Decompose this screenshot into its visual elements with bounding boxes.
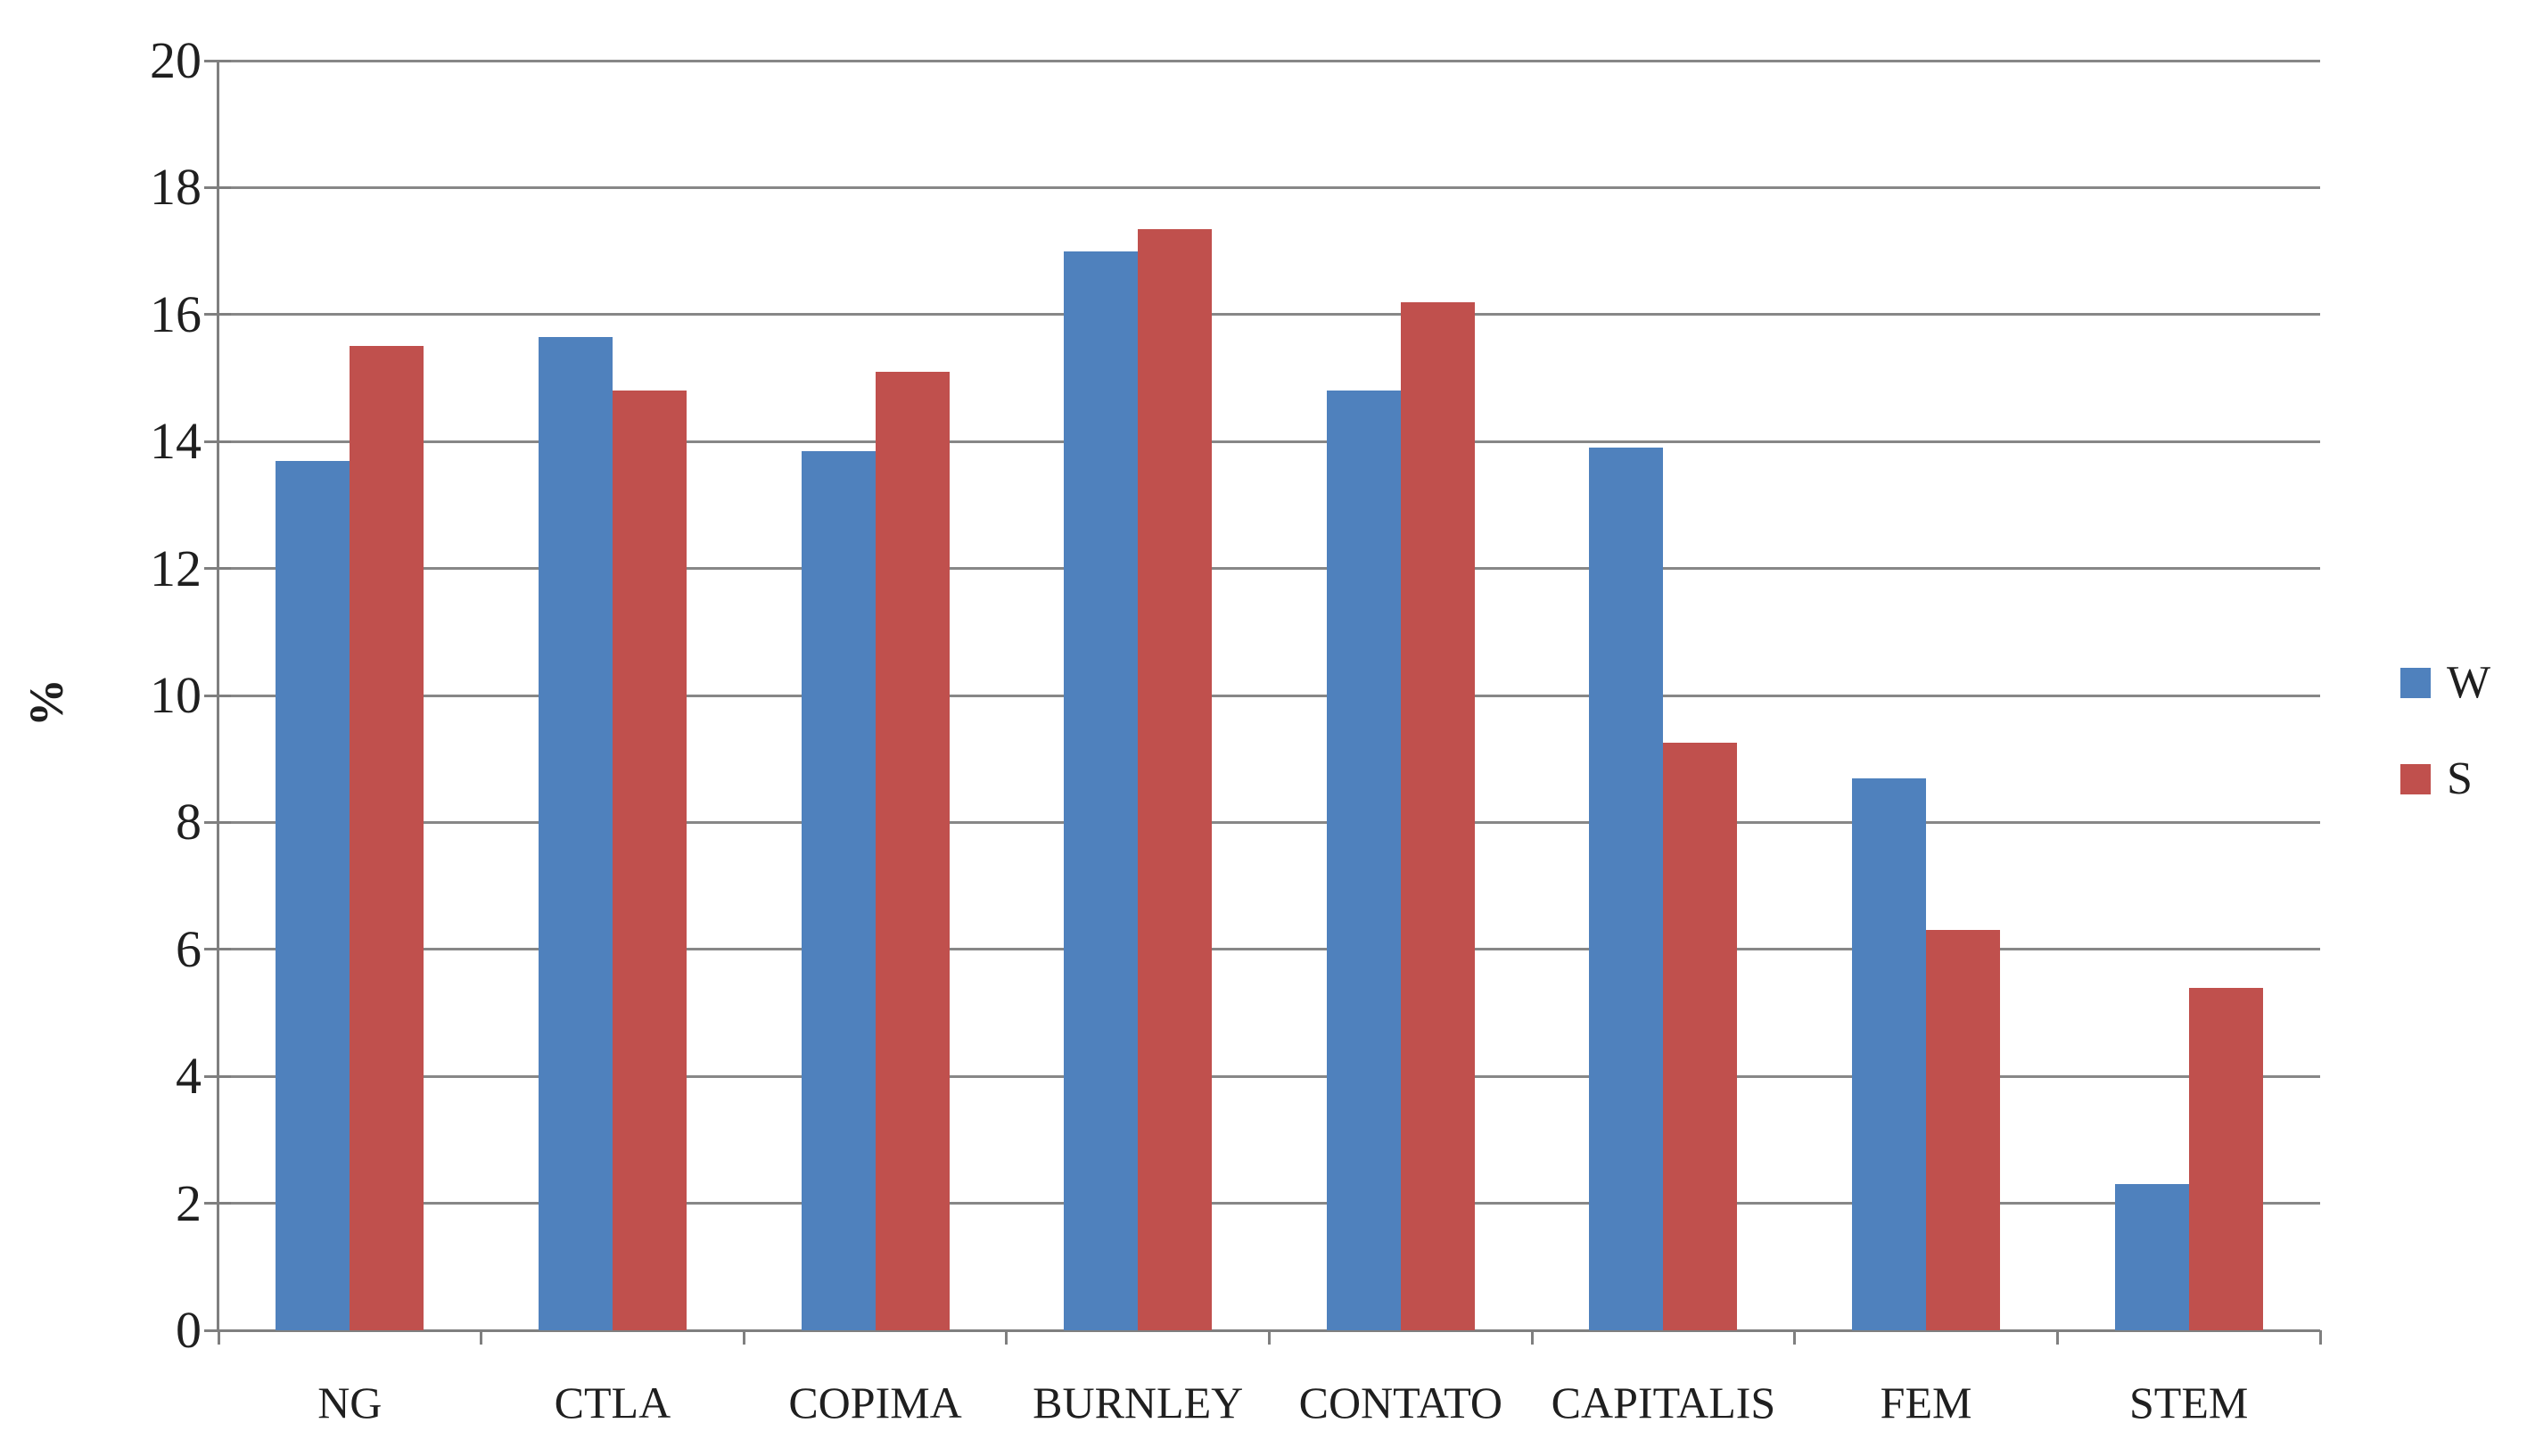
x-tick-mark — [480, 1330, 483, 1345]
x-tick-mark — [217, 1330, 220, 1345]
bar-group-contato — [1270, 61, 1533, 1330]
x-axis-labels: NG CTLA COPIMA BURNLEY CONTATO CAPITALIS FEM ST… — [218, 1378, 2320, 1427]
bar-w-contato — [1326, 391, 1401, 1330]
bar-w-ctla — [538, 336, 613, 1330]
x-tick-mark — [1793, 1330, 1797, 1345]
bar-s-ng — [350, 346, 424, 1330]
bar-s-ctla — [612, 391, 687, 1330]
gridline — [218, 567, 2320, 571]
bar-group-ctla — [482, 61, 745, 1330]
x-tick-mark — [1530, 1330, 1534, 1345]
gridline — [218, 185, 2320, 189]
x-category-label: CONTATO — [1298, 1378, 1503, 1427]
bar-group-copima — [744, 61, 1007, 1330]
x-category-label: CTLA — [554, 1378, 671, 1427]
gridline — [218, 313, 2320, 317]
gridline — [218, 1074, 2320, 1078]
x-tick-mark — [2318, 1330, 2322, 1345]
bar-s-copima — [875, 371, 950, 1330]
bar-group-burnley — [1007, 61, 1270, 1330]
bar-w-copima — [801, 450, 876, 1330]
bar-s-contato — [1400, 301, 1475, 1330]
bar-s-capitalis — [1663, 743, 1738, 1330]
legend-entry-s: S — [2400, 756, 2490, 802]
bar-s-stem — [2188, 987, 2263, 1330]
gridline — [218, 948, 2320, 951]
x-category-label: NG — [317, 1378, 383, 1427]
gridline — [218, 59, 2320, 62]
legend-swatch-w-icon — [2400, 668, 2431, 698]
x-tick-mark — [742, 1330, 745, 1345]
legend-label-s: S — [2447, 753, 2473, 804]
plot-area — [204, 59, 2322, 1345]
y-axis-line — [217, 61, 219, 1330]
legend-swatch-s-icon — [2400, 764, 2431, 794]
bar-group-stem — [2057, 61, 2320, 1330]
bar-w-burnley — [1064, 251, 1139, 1330]
legend-entry-w: W — [2400, 660, 2490, 706]
gridline — [218, 820, 2320, 824]
bar-w-fem — [1852, 777, 1927, 1330]
y-axis-labels: 0 2 4 6 8 10 12 14 16 18 20 — [150, 31, 202, 1359]
bar-group-capitalis — [1532, 61, 1795, 1330]
x-category-label: FEM — [1880, 1378, 1972, 1427]
x-tick-mark — [1268, 1330, 1271, 1345]
gridline — [218, 1202, 2320, 1205]
gridline — [218, 440, 2320, 443]
x-category-label: COPIMA — [788, 1378, 962, 1427]
x-category-label: BURNLEY — [1033, 1378, 1244, 1427]
bar-w-ng — [276, 460, 350, 1330]
legend: W S — [2400, 660, 2490, 852]
x-tick-mark — [1005, 1330, 1008, 1345]
bar-group-fem — [1795, 61, 2058, 1330]
bar-w-stem — [2114, 1184, 2189, 1330]
bar-s-fem — [1926, 930, 2001, 1330]
bar-s-burnley — [1138, 228, 1213, 1330]
x-category-label: STEM — [2129, 1378, 2249, 1427]
bars-layer — [218, 61, 2320, 1330]
x-category-label: CAPITALIS — [1551, 1378, 1776, 1427]
bar-w-capitalis — [1589, 448, 1664, 1330]
x-tick-mark — [2055, 1330, 2059, 1345]
legend-label-w: W — [2447, 657, 2491, 708]
bar-group-ng — [218, 61, 482, 1330]
gridline — [218, 694, 2320, 697]
